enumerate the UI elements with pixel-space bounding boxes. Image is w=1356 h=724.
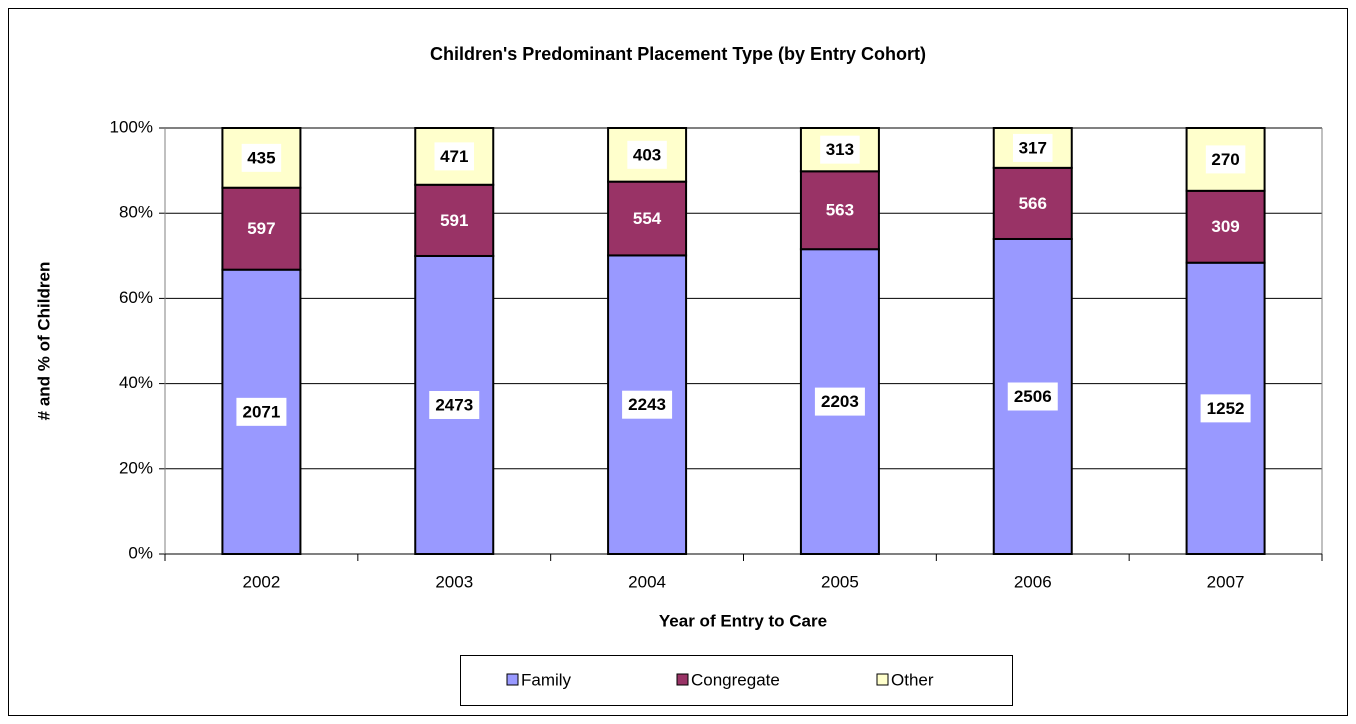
label-box xyxy=(1200,394,1251,423)
y-tick-label: 0% xyxy=(128,543,153,562)
label-box xyxy=(429,390,480,419)
data-label: 270 xyxy=(1211,150,1239,169)
bar-segment xyxy=(1185,189,1266,264)
label-box xyxy=(434,142,474,171)
bar-segment xyxy=(1185,127,1266,192)
data-label: 2071 xyxy=(243,402,281,421)
data-label: 2243 xyxy=(628,395,666,414)
chart-title: Children's Predominant Placement Type (b… xyxy=(430,44,926,64)
y-axis-title: # and % of Children xyxy=(34,262,53,421)
y-tick-label: 20% xyxy=(119,458,153,477)
data-label: 309 xyxy=(1211,217,1239,236)
label-box xyxy=(1205,145,1246,174)
bar-segment xyxy=(221,186,302,271)
x-tick-label: 2005 xyxy=(821,572,859,591)
label-box xyxy=(241,143,282,172)
legend-label: Other xyxy=(891,670,934,689)
data-label: 435 xyxy=(247,148,275,167)
y-tick-label: 40% xyxy=(119,373,153,392)
bar-segment xyxy=(607,180,688,257)
bar-segment xyxy=(992,166,1073,240)
x-axis-title: Year of Entry to Care xyxy=(659,611,827,630)
label-box xyxy=(622,390,673,419)
data-label: 2506 xyxy=(1014,387,1052,406)
x-tick-label: 2003 xyxy=(435,572,473,591)
data-label: 566 xyxy=(1019,194,1047,213)
label-box xyxy=(627,140,667,169)
bar-segment xyxy=(414,183,495,257)
label-box xyxy=(1007,382,1058,411)
label-box xyxy=(236,397,287,426)
bar-segment xyxy=(799,170,880,251)
data-label: 403 xyxy=(633,145,661,164)
data-label: 563 xyxy=(826,201,854,220)
data-label: 554 xyxy=(633,209,662,228)
data-label: 591 xyxy=(440,211,468,230)
legend-box xyxy=(460,655,1013,706)
x-tick-label: 2004 xyxy=(628,572,666,591)
data-label: 1252 xyxy=(1207,399,1245,418)
y-tick-label: 60% xyxy=(119,288,153,307)
data-label: 597 xyxy=(247,219,275,238)
data-label: 317 xyxy=(1019,138,1047,157)
label-box xyxy=(1013,133,1053,162)
label-box xyxy=(820,135,860,164)
y-tick-label: 100% xyxy=(110,117,153,136)
data-label: 2203 xyxy=(821,392,859,411)
label-box xyxy=(814,387,865,416)
x-tick-label: 2007 xyxy=(1207,572,1245,591)
legend-swatch xyxy=(676,673,689,686)
data-label: 471 xyxy=(440,147,468,166)
legend-swatch xyxy=(876,673,889,686)
x-tick-label: 2002 xyxy=(243,572,281,591)
data-label: 2473 xyxy=(435,395,473,414)
legend-swatch xyxy=(506,673,519,686)
legend-label: Congregate xyxy=(691,670,780,689)
legend-label: Family xyxy=(521,670,572,689)
data-label: 313 xyxy=(826,140,854,159)
y-tick-label: 80% xyxy=(119,203,153,222)
x-tick-label: 2006 xyxy=(1014,572,1052,591)
